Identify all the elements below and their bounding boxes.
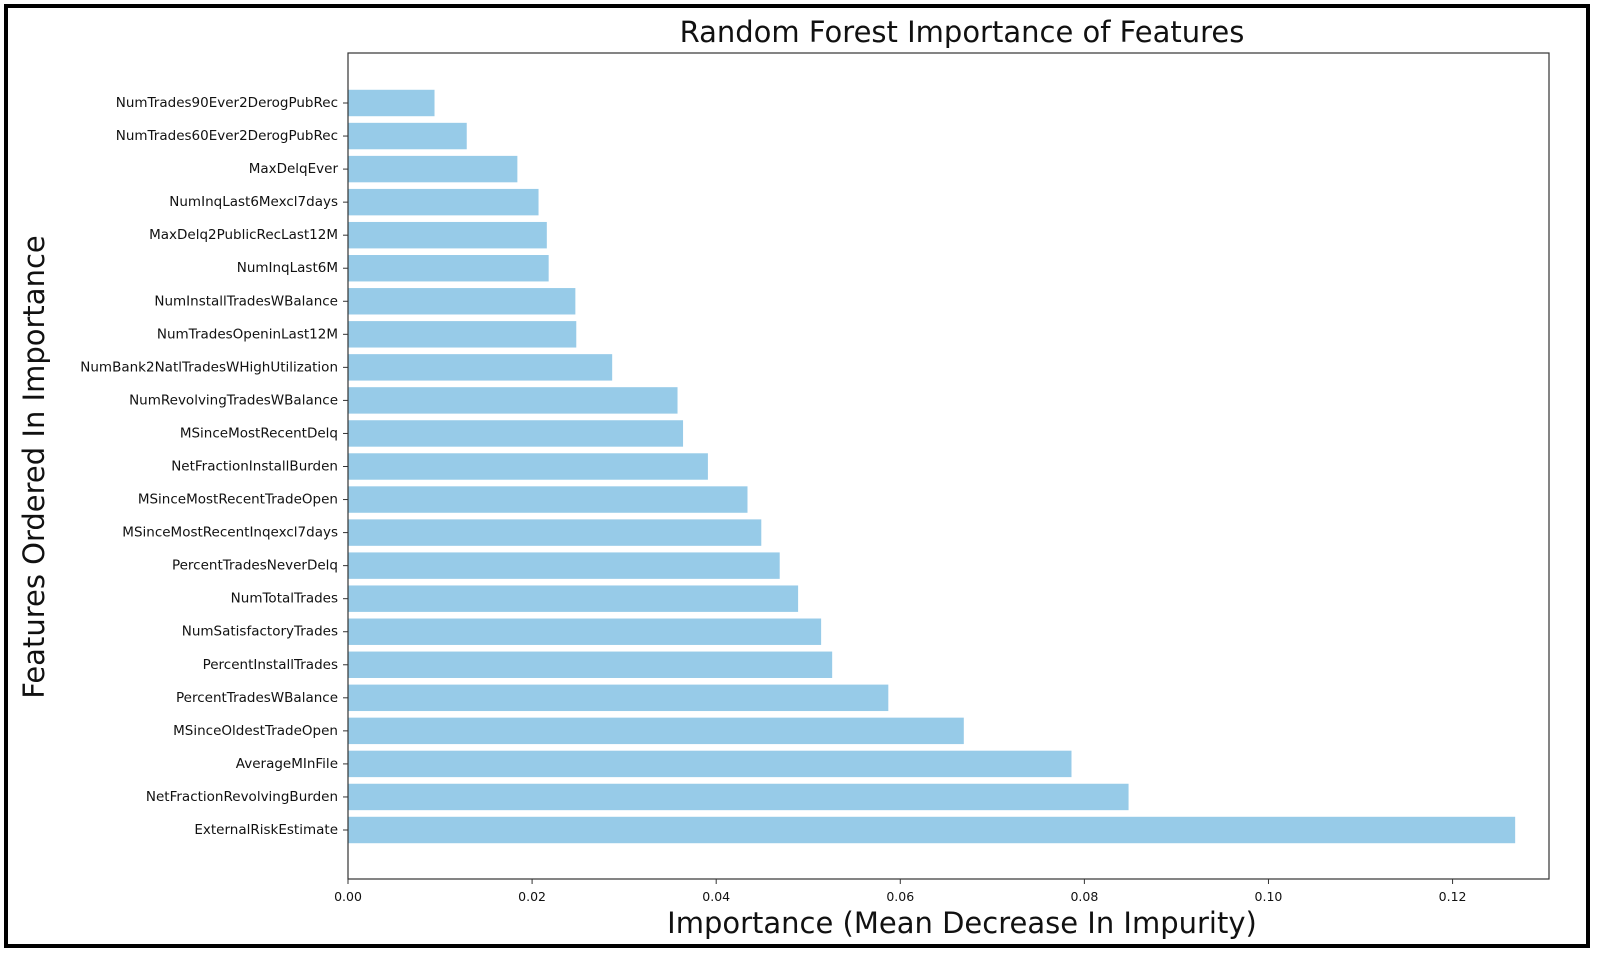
x-tick-label: 0.02: [518, 889, 546, 904]
bar-NumRevolvingTradesWBalance: [348, 387, 678, 414]
bar-MSinceMostRecentDelq: [348, 420, 684, 447]
bar-PercentTradesWBalance: [348, 684, 889, 712]
y-tick-label: NumTradesOpeninLast12M: [157, 326, 338, 342]
x-axis-ticks: 0.00 0.02 0.04 0.06 0.08 0.10 0.12: [334, 879, 1466, 904]
y-tick-label: ExternalRiskEstimate: [194, 822, 338, 838]
y-tick-label: MaxDelq2PublicRecLast12M: [149, 227, 338, 243]
chart-title: Random Forest Importance of Features: [680, 15, 1245, 49]
y-tick-label: MSinceMostRecentInqexcl7days: [122, 525, 338, 541]
y-tick-label: NumSatisfactoryTrades: [182, 624, 338, 640]
y-tick-label: PercentTradesWBalance: [176, 690, 338, 706]
x-tick-label: 0.06: [886, 889, 914, 904]
bar-NumInqLast6M: [348, 255, 549, 282]
bar-NumInqLast6Mexcl7days: [348, 188, 539, 216]
bar-NumSatisfactoryTrades: [348, 618, 822, 645]
y-tick-label: PercentInstallTrades: [203, 657, 338, 673]
bar-NumInstallTradesWBalance: [348, 288, 576, 315]
y-tick-label: NumInqLast6M: [237, 260, 338, 276]
x-tick-label: 0.12: [1439, 889, 1467, 904]
y-tick-label: NumInstallTradesWBalance: [154, 293, 338, 309]
bar-MSinceMostRecentTradeOpen: [348, 486, 748, 513]
y-tick-label: NumTotalTrades: [231, 591, 338, 607]
bar-MSinceMostRecentInqexcl7days: [348, 519, 762, 546]
y-tick-label: AverageMInFile: [236, 756, 338, 772]
category-labels: NumTrades90Ever2DerogPubRec NumTrades60Ev…: [80, 95, 348, 838]
plot-area: [347, 52, 1550, 880]
y-tick-label: NumInqLast6Mexcl7days: [169, 194, 338, 210]
bar-NumTrades90Ever2DerogPubRec: [348, 89, 435, 117]
bar-PercentTradesNeverDelq: [348, 552, 780, 579]
bar-MSinceOldestTradeOpen: [348, 717, 964, 745]
y-tick-label: NumTrades90Ever2DerogPubRec: [116, 95, 338, 111]
y-tick-label: NumBank2NatlTradesWHighUtilization: [80, 359, 338, 375]
x-axis-title: Importance (Mean Decrease In Impurity): [667, 906, 1257, 940]
bar-MaxDelqEver: [348, 155, 518, 183]
x-tick-label: 0.10: [1255, 889, 1283, 904]
y-tick-label: NetFractionRevolvingBurden: [146, 789, 338, 805]
y-tick-label: NumRevolvingTradesWBalance: [129, 392, 338, 408]
bar-NetFractionRevolvingBurden: [348, 783, 1129, 811]
bar-NumTradesOpeninLast12M: [348, 321, 577, 348]
bars-layer: [348, 89, 1516, 844]
bar-AverageMInFile: [348, 750, 1072, 778]
bar-NetFractionInstallBurden: [348, 453, 708, 480]
bar-NumBank2NatlTradesWHighUtilization: [348, 354, 613, 381]
bar-NumTotalTrades: [348, 585, 799, 612]
y-tick-label: NetFractionInstallBurden: [171, 459, 338, 475]
x-tick-label: 0.04: [702, 889, 730, 904]
y-tick-label: NumTrades60Ever2DerogPubRec: [116, 128, 338, 144]
y-tick-label: MSinceMostRecentDelq: [180, 425, 338, 441]
y-tick-label: MaxDelqEver: [249, 161, 339, 177]
bar-PercentInstallTrades: [348, 651, 833, 678]
y-axis-title: Features Ordered In Importance: [17, 235, 51, 699]
x-tick-label: 0.00: [334, 889, 362, 904]
x-tick-label: 0.08: [1070, 889, 1098, 904]
y-tick-label: MSinceOldestTradeOpen: [173, 723, 338, 739]
bar-ExternalRiskEstimate: [348, 816, 1516, 844]
bar-MaxDelq2PublicRecLast12M: [348, 221, 547, 249]
y-tick-label: PercentTradesNeverDelq: [172, 558, 338, 574]
y-tick-label: MSinceMostRecentTradeOpen: [138, 492, 338, 508]
bar-NumTrades60Ever2DerogPubRec: [348, 122, 467, 150]
